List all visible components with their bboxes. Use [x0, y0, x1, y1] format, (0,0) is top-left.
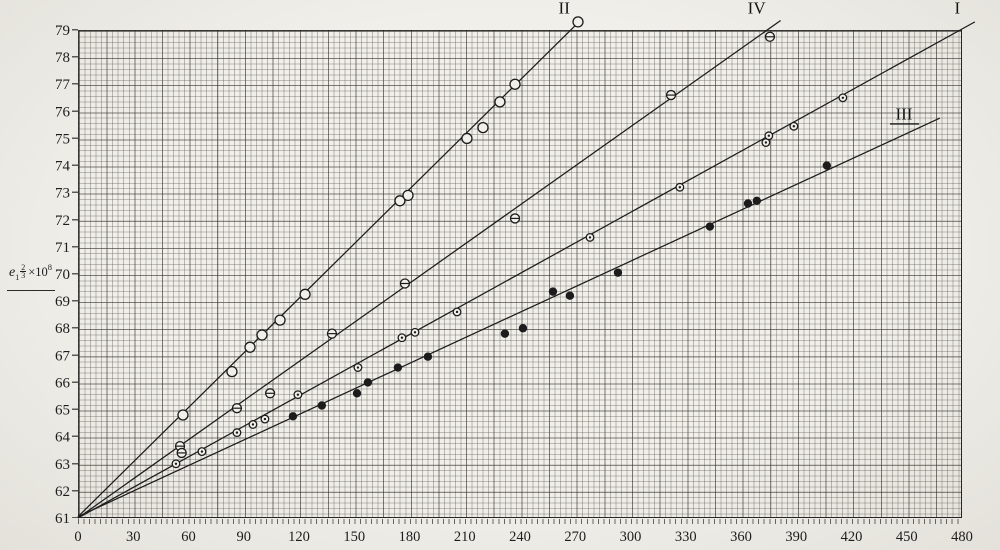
x-tick-label: 180: [399, 529, 421, 545]
y-tick-label: 66: [55, 375, 71, 391]
data-point-III: [518, 324, 528, 333]
x-tick-label: 390: [785, 529, 807, 545]
x-tick-label: 270: [564, 529, 586, 545]
x-tick-label: 240: [509, 529, 531, 545]
series-label-IV: IV: [748, 0, 767, 18]
y-tick-label: 79: [55, 23, 70, 39]
data-point-III: [363, 378, 373, 387]
data-point-dot-I: [356, 366, 360, 369]
x-tick-label: 480: [951, 529, 973, 545]
y-tick-label: 74: [55, 159, 71, 175]
series-line-II: [77, 18, 583, 518]
data-point-dot-I: [296, 393, 300, 396]
x-tick-label: 0: [74, 529, 81, 545]
data-point-II: [244, 341, 256, 353]
data-point-dot-I: [588, 236, 592, 239]
x-tick-label: 330: [675, 529, 697, 545]
data-point-III: [352, 389, 362, 398]
y-tick-label: 69: [55, 294, 70, 310]
data-point-II: [274, 314, 286, 326]
data-point-III: [317, 401, 327, 410]
y-tick-label: 64: [55, 430, 71, 446]
y-tick-label: 71: [55, 240, 70, 256]
data-point-dot-I: [235, 431, 239, 434]
data-point-II: [477, 121, 489, 134]
y-tick-label: 62: [55, 484, 70, 500]
series-line-I: [77, 21, 976, 519]
y-tick-label: 61: [55, 511, 70, 527]
x-tick-label: 90: [237, 529, 252, 545]
data-point-dot-I: [455, 310, 459, 314]
data-point-III: [423, 352, 433, 361]
data-point-II: [299, 288, 311, 300]
data-point-II: [402, 189, 414, 202]
y-tick-label: 73: [55, 186, 70, 202]
data-point-dot-I: [767, 134, 771, 137]
data-point-dot-I: [251, 423, 255, 426]
data-point-III: [393, 363, 403, 372]
x-tick-label: 360: [730, 529, 752, 545]
y-label-times-ten: ×10: [28, 265, 48, 279]
y-tick-label: 72: [55, 213, 70, 229]
x-tick-label: 60: [181, 529, 196, 545]
x-tick-label: 420: [841, 529, 863, 545]
data-point-dot-I: [200, 450, 204, 453]
data-point-III: [548, 287, 558, 296]
data-point-dot-I: [263, 417, 267, 421]
y-tick-label: 77: [55, 77, 71, 93]
y-label-power: 8: [47, 262, 53, 272]
series-label-II: II: [559, 0, 571, 18]
data-point-III: [288, 412, 298, 421]
x-axis-minor-ticks: [78, 519, 962, 524]
y-axis-title: e1 2 3 ×108: [7, 262, 56, 291]
y-label-subscript: 1: [15, 272, 20, 282]
series-label-III: III: [895, 104, 912, 123]
data-point-dot-I: [400, 336, 404, 339]
series-line-III: [77, 117, 941, 518]
data-point-II: [461, 132, 473, 145]
data-point-II: [256, 329, 268, 341]
x-tick-label: 150: [343, 529, 365, 545]
y-tick-label: 63: [55, 457, 70, 473]
x-tick-label: 30: [126, 529, 141, 545]
y-axis-unit-ticks: [72, 29, 78, 518]
y-label-symbol: e: [9, 265, 16, 280]
data-point-III: [752, 196, 762, 206]
x-tick-label: 300: [620, 529, 642, 545]
data-point-III: [705, 222, 715, 231]
series-line-IV: [77, 20, 781, 519]
data-point-dot-I: [678, 186, 682, 189]
x-tick-label: 450: [896, 529, 918, 545]
data-point-dot-I: [792, 125, 796, 128]
data-point-II: [177, 409, 189, 421]
data-point-dot-I: [413, 331, 417, 334]
data-point-III: [822, 161, 832, 170]
data-point-II: [572, 16, 584, 28]
data-point-dot-I: [174, 462, 178, 465]
y-tick-label: 75: [55, 131, 70, 147]
data-point-II: [509, 78, 521, 90]
data-point-III: [500, 329, 510, 338]
y-tick-label: 76: [55, 104, 71, 120]
data-point-dot-I: [764, 141, 768, 144]
y-tick-label: 78: [55, 50, 70, 66]
x-tick-label: 120: [288, 529, 310, 545]
data-point-II: [494, 96, 506, 108]
data-point-II: [226, 365, 238, 378]
y-tick-label: 67: [55, 348, 71, 364]
data-point-dot-I: [841, 96, 845, 99]
data-point-III: [565, 291, 575, 300]
y-tick-label: 70: [55, 267, 70, 283]
y-tick-label: 65: [55, 403, 70, 419]
series-label-I: I: [955, 0, 961, 18]
data-point-III: [613, 268, 623, 277]
data-point-III: [743, 199, 753, 208]
x-tick-label: 210: [454, 529, 476, 545]
y-tick-label: 68: [55, 321, 70, 337]
data-point-II: [394, 195, 406, 207]
